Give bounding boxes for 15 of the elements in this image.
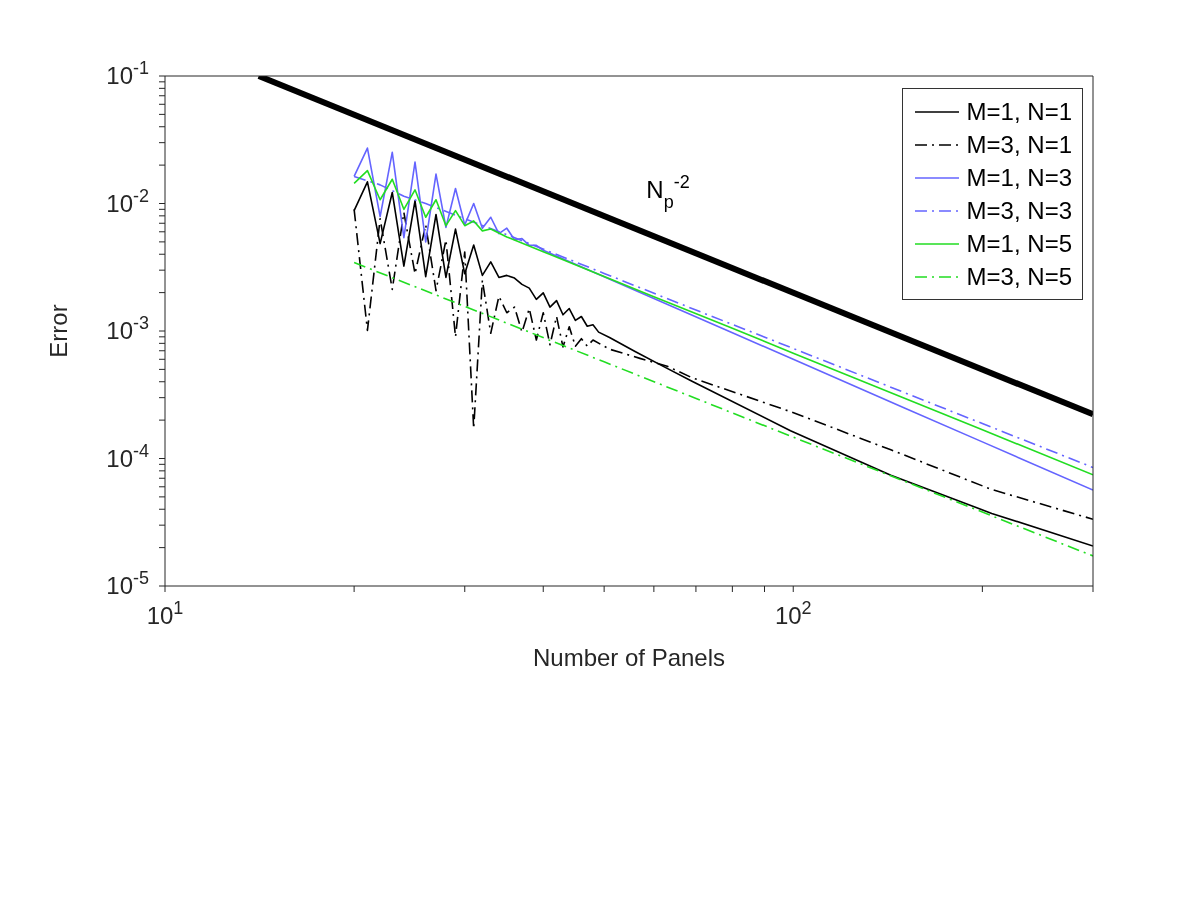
y-tick-label: 10$^{-4}$ — [106, 440, 149, 472]
legend-label: M=1, N=1 — [966, 97, 1072, 126]
legend-label: M=1, N=5 — [966, 229, 1072, 258]
legend-label: M=3, N=3 — [966, 196, 1072, 225]
y-tick-label: 10$^{-5}$ — [106, 568, 149, 599]
y-axis-title: Error — [44, 304, 72, 358]
y-tick-label: 10$^{-2}$ — [106, 185, 149, 217]
legend-label: M=1, N=3 — [966, 163, 1072, 192]
legend-label: M=3, N=1 — [966, 130, 1072, 159]
x-tick-label: 10$^{1}$ — [146, 598, 184, 629]
x-tick-label: 10$^{2}$ — [774, 598, 812, 629]
y-tick-label: 10$^{-3}$ — [106, 313, 149, 344]
x-axis-title: Number of Panels — [532, 644, 726, 671]
y-tick-label: 10$^{-1}$ — [106, 58, 149, 89]
legend-label: M=3, N=5 — [966, 262, 1072, 291]
